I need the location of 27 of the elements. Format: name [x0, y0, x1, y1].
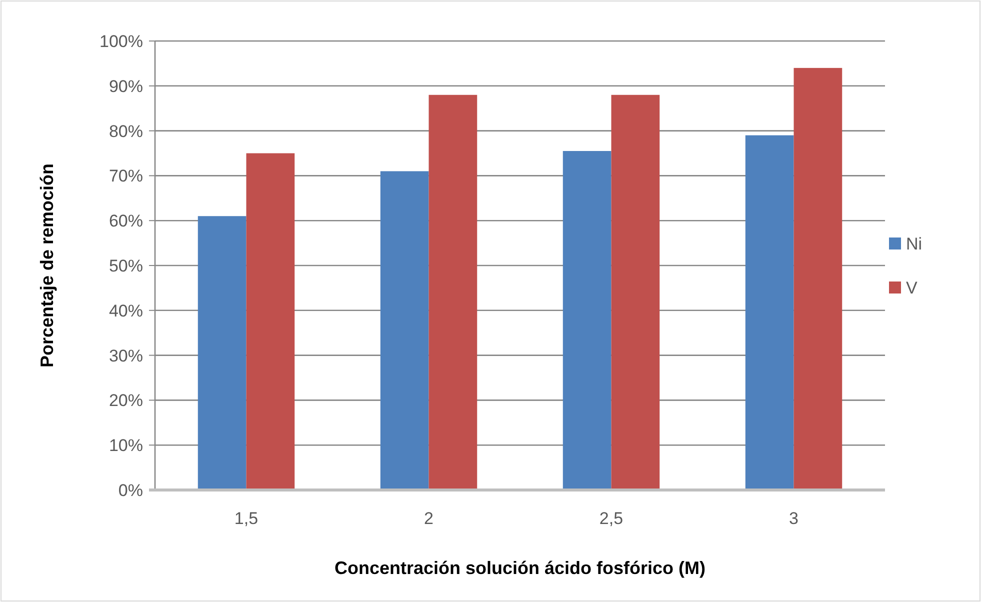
bar — [794, 68, 842, 490]
bar — [745, 135, 794, 490]
y-tick-label: 60% — [108, 212, 143, 231]
bar — [198, 216, 246, 490]
y-tick-label: 50% — [108, 256, 143, 276]
bar — [562, 151, 612, 490]
x-tick-label: 3 — [789, 509, 798, 528]
y-tick-label: 80% — [108, 122, 143, 141]
y-tick-label: 90% — [108, 76, 143, 96]
y-tick-label: 70% — [108, 166, 143, 186]
y-tick-label: 40% — [108, 301, 143, 320]
x-tick-label: 2 — [424, 509, 434, 528]
bar — [380, 171, 429, 490]
y-tick-label: 100% — [100, 32, 143, 51]
x-tick-label: 2,5 — [599, 509, 624, 528]
bar — [611, 94, 660, 490]
bar — [246, 153, 295, 490]
legend-label: Ni — [906, 234, 922, 254]
x-tick-label: 1,5 — [234, 509, 258, 528]
legend-label: V — [906, 278, 918, 298]
x-axis-title: Concentración solución ácido fosfórico (M) — [334, 558, 706, 578]
y-tick-label: 0% — [118, 480, 143, 500]
y-axis-title: Porcentaje de remoción — [37, 163, 57, 368]
y-tick-label: 20% — [108, 391, 143, 410]
y-tick-label: 10% — [108, 436, 143, 456]
y-tick-label: 30% — [108, 346, 143, 366]
bar — [428, 94, 478, 490]
